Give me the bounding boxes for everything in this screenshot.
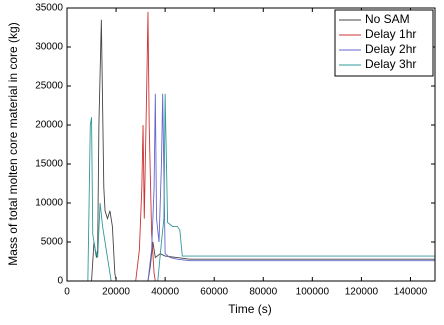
y-tick-label: 20000 <box>35 120 63 131</box>
series-line <box>67 93 435 282</box>
legend-text: Delay 2hr <box>365 42 416 56</box>
y-tick-label: 0 <box>57 276 63 287</box>
legend-text: Delay 3hr <box>365 57 416 71</box>
x-tick-label: 80000 <box>249 287 277 298</box>
y-tick-label: 5000 <box>41 237 64 248</box>
series-line <box>67 11 435 282</box>
x-axis-title: Time (s) <box>228 302 272 316</box>
y-axis-title: Mass of total molten core material in co… <box>6 22 20 265</box>
series-line <box>67 93 435 282</box>
y-tick-label: 10000 <box>35 198 63 209</box>
legend-text: Delay 1hr <box>365 27 416 41</box>
x-tick-label: 100000 <box>296 287 330 298</box>
x-tick-label: 60000 <box>200 287 228 298</box>
plot-frame <box>66 7 436 282</box>
y-tick-label: 30000 <box>35 42 63 53</box>
series-line <box>67 19 435 282</box>
y-tick-label: 25000 <box>35 81 63 92</box>
y-tick-label: 15000 <box>35 159 63 170</box>
x-tick-label: 0 <box>64 287 70 298</box>
y-tick-label: 35000 <box>35 3 63 14</box>
x-tick-label: 120000 <box>345 287 379 298</box>
x-tick-label: 140000 <box>394 287 428 298</box>
legend-text: No SAM <box>365 12 410 26</box>
x-tick-label: 20000 <box>102 287 130 298</box>
x-tick-label: 40000 <box>151 287 179 298</box>
